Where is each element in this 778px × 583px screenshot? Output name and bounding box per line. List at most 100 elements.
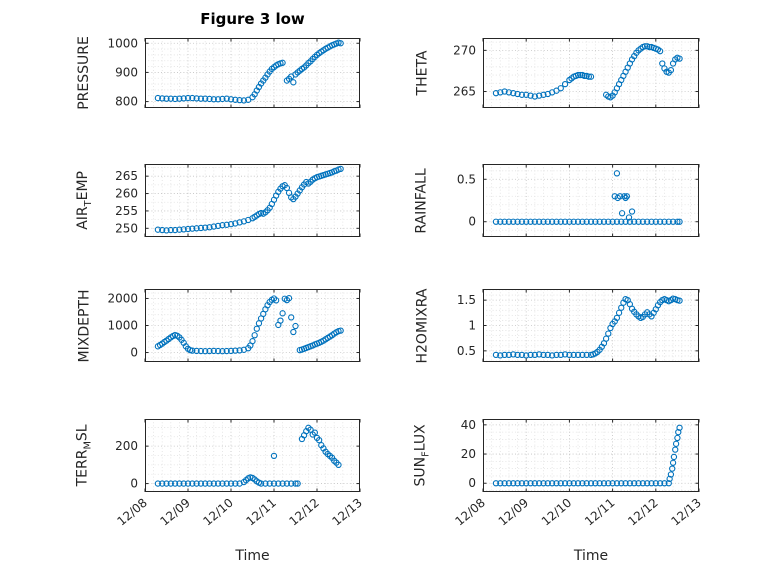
y-tick-label: 260 bbox=[115, 187, 138, 201]
x-major-grid bbox=[525, 164, 657, 237]
x-major-grid bbox=[187, 164, 318, 237]
scatter-series-h2omixra bbox=[492, 295, 683, 359]
y-major-grid bbox=[145, 42, 360, 102]
y-axis-label-theta: THETA bbox=[414, 50, 430, 96]
y-tick-label: 2000 bbox=[107, 291, 138, 305]
subplot-rainfall: 0 0.5 RAINFALL bbox=[414, 164, 700, 237]
y-tick-label: 1 bbox=[468, 319, 476, 333]
y-tick-label: 265 bbox=[115, 169, 138, 183]
subplot-sun-flux: 0 20 40 12/08 12/09 12/10 12/11 12/12 12/13 SUNFL… bbox=[413, 418, 704, 529]
plot-area-mixdepth: 0 1000 2000 bbox=[107, 289, 361, 362]
plot-area-h2omixra: 0.5 1 1.5 bbox=[457, 289, 700, 362]
y-major-grid bbox=[483, 299, 699, 352]
y-tick-labels: 265 270 bbox=[453, 43, 476, 98]
scatter-series-theta bbox=[492, 43, 683, 101]
axes-box bbox=[145, 164, 360, 237]
scatter-series-rainfall bbox=[492, 170, 683, 225]
y-tick-label: 0 bbox=[130, 346, 138, 360]
axes-box bbox=[483, 419, 699, 492]
x-tick-label: 12/09 bbox=[157, 496, 192, 529]
x-major-grid bbox=[525, 419, 657, 492]
y-tick-label: 20 bbox=[461, 447, 476, 461]
y-tick-label: 0 bbox=[468, 476, 476, 490]
scatter-series-pressure bbox=[154, 39, 344, 104]
plot-area-sun-flux: 0 20 40 12/08 12/09 12/10 12/11 12/12 12/13 bbox=[452, 418, 703, 529]
time-axis-label-right: Time bbox=[573, 548, 609, 564]
scatter-series-mixdepth bbox=[154, 295, 344, 355]
y-tick-labels: 800 900 1000 bbox=[107, 36, 138, 108]
subplot-pressure: 800 900 1000 PRESSURE bbox=[76, 36, 361, 110]
tick-marks bbox=[144, 289, 361, 362]
y-axis-label-terr-msl: TERRMSL bbox=[74, 424, 94, 487]
plot-area-pressure: 800 900 1000 bbox=[107, 36, 361, 109]
scatter-series-sun-flux bbox=[492, 424, 683, 487]
y-minor-grid bbox=[483, 431, 699, 491]
y-tick-label: 1.5 bbox=[457, 293, 476, 307]
y-axis-label-h2omixra: H2OMIXRA bbox=[414, 288, 430, 363]
subplot-h2omixra: 0.5 1 1.5 H2OMIXRA bbox=[414, 288, 700, 363]
plot-area-theta: 265 270 bbox=[453, 38, 700, 108]
y-tick-label: 40 bbox=[461, 418, 476, 432]
y-tick-label: 200 bbox=[115, 439, 138, 453]
y-minor-grid bbox=[145, 292, 360, 359]
axes-box bbox=[145, 38, 360, 108]
y-minor-grid bbox=[483, 170, 699, 231]
y-tick-labels: 0 1000 2000 bbox=[107, 291, 138, 359]
y-tick-label: 800 bbox=[115, 95, 138, 109]
y-axis-label-pressure: PRESSURE bbox=[76, 36, 93, 110]
tick-marks bbox=[144, 419, 361, 492]
y-major-grid bbox=[483, 178, 699, 223]
x-major-grid bbox=[187, 419, 318, 492]
x-tick-label: 12/13 bbox=[668, 496, 703, 529]
plot-area-terr-msl: 0 200 12/08 12/09 12/10 12/11 12/12 12/13 bbox=[114, 419, 365, 529]
tick-marks bbox=[482, 164, 700, 237]
y-tick-label: 0.5 bbox=[457, 172, 476, 186]
y-tick-label: 255 bbox=[115, 204, 138, 218]
y-tick-label: 900 bbox=[115, 65, 138, 79]
x-tick-label: 12/11 bbox=[243, 496, 278, 529]
axes-box bbox=[483, 164, 699, 237]
y-minor-grid bbox=[145, 427, 360, 475]
subplot-air-temp: 250 255 260 265 AIRTEMP bbox=[75, 164, 361, 237]
y-tick-label: 270 bbox=[453, 43, 476, 57]
tick-marks bbox=[482, 38, 700, 108]
x-tick-label: 12/11 bbox=[582, 496, 617, 529]
scatter-series-terr-msl bbox=[154, 424, 342, 487]
y-minor-grid bbox=[483, 289, 699, 362]
y-tick-label: 0 bbox=[468, 215, 476, 229]
y-tick-label: 1000 bbox=[107, 36, 138, 50]
scatter-series-air-temp bbox=[154, 165, 344, 234]
y-tick-label: 0 bbox=[130, 477, 138, 491]
y-tick-label: 1000 bbox=[107, 319, 138, 333]
x-tick-label: 12/12 bbox=[286, 496, 321, 529]
tick-marks bbox=[144, 164, 361, 237]
tick-marks bbox=[482, 419, 700, 492]
x-minor-grid bbox=[491, 164, 691, 237]
y-tick-labels: 0 200 bbox=[115, 439, 138, 490]
time-axis-label-left: Time bbox=[235, 548, 270, 564]
x-tick-labels: 12/08 12/09 12/10 12/11 12/12 12/13 bbox=[114, 496, 364, 529]
x-tick-label: 12/10 bbox=[539, 496, 574, 529]
y-axis-label-air-temp: AIRTEMP bbox=[74, 171, 94, 230]
x-tick-labels: 12/08 12/09 12/10 12/11 12/12 12/13 bbox=[452, 496, 703, 529]
y-tick-labels: 0.5 1 1.5 bbox=[457, 293, 476, 358]
y-axis-label-mixdepth: MIXDEPTH bbox=[76, 289, 93, 362]
y-tick-label: 250 bbox=[115, 221, 138, 235]
y-major-grid bbox=[145, 298, 360, 353]
plot-area-rainfall: 00.5 bbox=[457, 164, 700, 237]
x-tick-label: 12/08 bbox=[114, 496, 149, 529]
y-tick-label: 265 bbox=[453, 85, 476, 99]
y-axis-label-sun-flux: SUNFLUX bbox=[412, 424, 432, 487]
x-tick-label: 12/09 bbox=[496, 496, 531, 529]
x-tick-label: 12/08 bbox=[452, 496, 487, 529]
y-tick-labels: 00.5 bbox=[457, 172, 476, 228]
y-tick-labels: 0 20 40 bbox=[461, 418, 476, 490]
y-axis-label-rainfall: RAINFALL bbox=[414, 167, 431, 234]
x-minor-grid bbox=[491, 38, 691, 108]
subplot-theta: 265 270 THETA bbox=[414, 38, 700, 108]
figure-title: Figure 3 low bbox=[200, 10, 305, 28]
plot-area-air-temp: 250 255 260 265 bbox=[115, 164, 361, 237]
y-minor-grid bbox=[145, 167, 360, 221]
y-minor-grid bbox=[145, 48, 360, 97]
